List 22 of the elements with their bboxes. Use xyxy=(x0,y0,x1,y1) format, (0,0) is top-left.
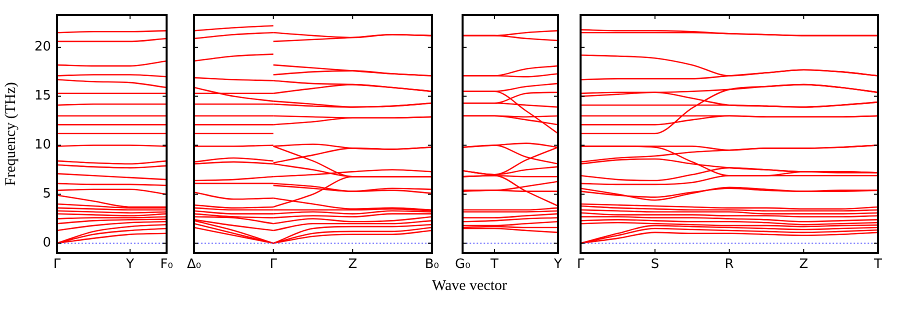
x-tick-label: T xyxy=(873,257,882,272)
x-tick-label: Y xyxy=(125,257,134,272)
x-tick-label: Δ₀ xyxy=(187,257,202,272)
x-axis-title: Wave vector xyxy=(431,278,508,295)
x-tick-label: Z xyxy=(348,257,358,272)
x-tick-label: Γ xyxy=(576,257,585,272)
x-tick-label: S xyxy=(650,257,660,272)
y-tick-label: 5 xyxy=(42,186,51,202)
x-tick-label: Z xyxy=(799,257,808,272)
x-tick-label: Y xyxy=(553,257,562,272)
y-tick-label: 20 xyxy=(34,40,51,55)
y-axis-title: Frequency (THz) xyxy=(2,82,19,186)
y-tick-label: 15 xyxy=(34,88,51,104)
y-tick-label: 0 xyxy=(42,236,51,251)
x-tick-label: F₀ xyxy=(160,257,174,272)
x-tick-label: B₀ xyxy=(424,257,440,272)
x-tick-label: Γ xyxy=(53,257,62,272)
x-tick-label: Γ xyxy=(270,257,278,272)
y-tick-label: 10 xyxy=(34,138,51,153)
x-tick-label: R xyxy=(724,257,734,272)
x-tick-label: G₀ xyxy=(454,257,470,272)
x-tick-label: T xyxy=(489,257,498,272)
